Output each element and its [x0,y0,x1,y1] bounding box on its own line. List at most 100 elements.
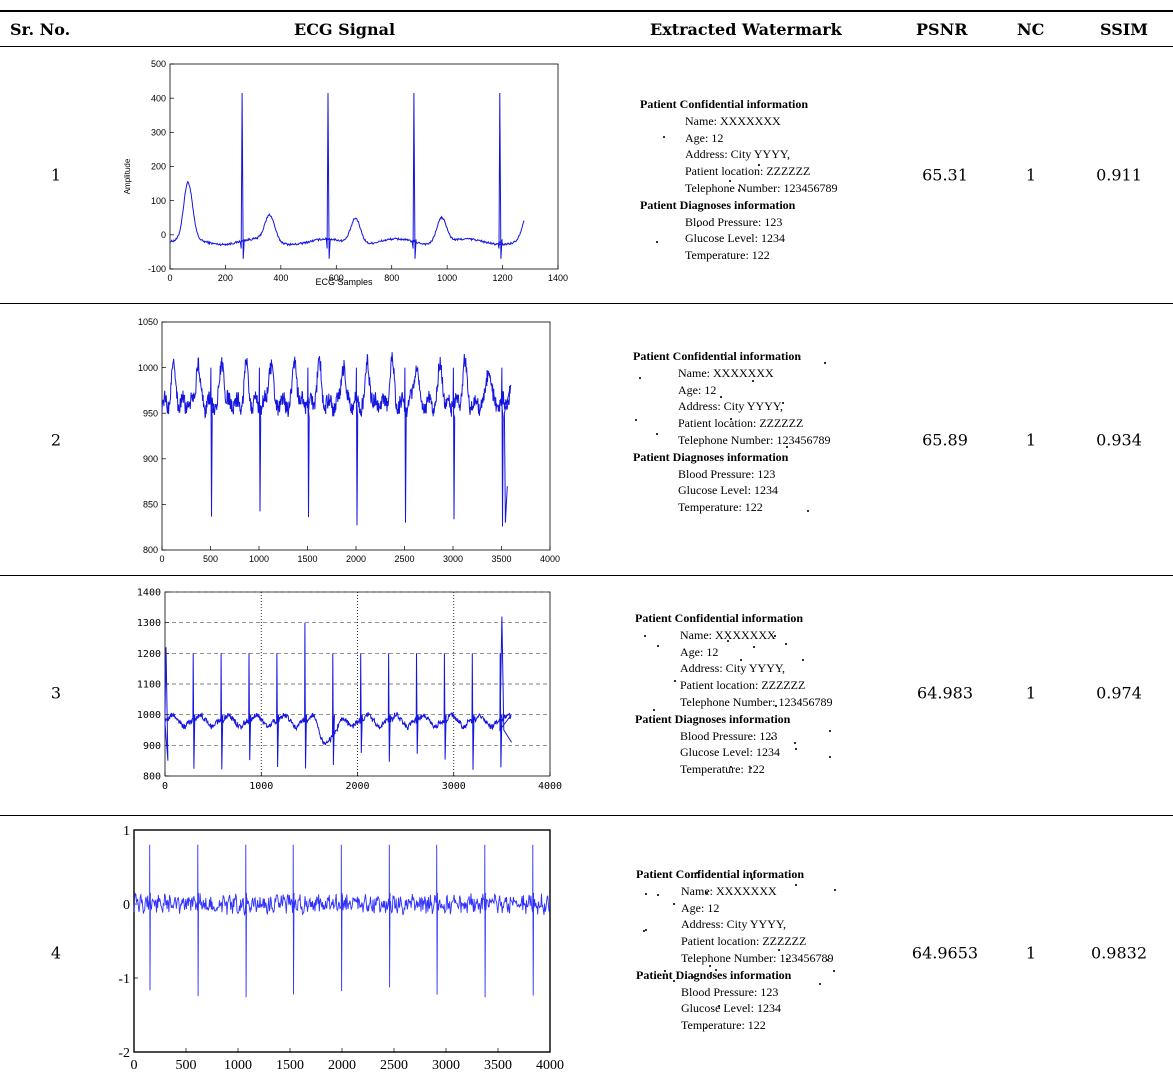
header-ecg-signal: ECG Signal [294,20,396,39]
watermark-noise-dot [706,892,708,894]
y-tick-label: 1000 [138,363,158,373]
psnr-cell: 65.31 [922,165,968,185]
watermark-line: Glucose Level: 1234 [678,483,778,498]
x-tick-label: 1500 [297,554,317,564]
watermark-noise-dot [643,930,645,932]
watermark-noise-dot [645,929,647,931]
ssim-cell: 0.934 [1096,430,1142,450]
extracted-watermark-4: Patient Confidential information Name: XX… [636,866,836,1034]
x-tick-label: 4000 [536,1058,564,1073]
watermark-noise-dot [657,645,659,647]
plot-frame [169,63,559,270]
x-axis-label: ECG Samples [315,277,373,287]
x-tick-label: 1000 [249,781,273,792]
ssim-cell: 0.974 [1096,683,1142,703]
row-divider [0,575,1173,576]
watermark-heading: Patient Diagnoses information [635,711,791,726]
x-tick-label: 1000 [224,1058,252,1073]
y-tick-label: -100 [148,264,166,274]
header-ssim: SSIM [1100,20,1148,39]
x-tick-label: 1500 [276,1058,304,1073]
watermark-line: Age: 12 [680,644,719,659]
watermark-noise-dot [664,970,666,972]
y-tick-label: 900 [143,741,161,752]
watermark-line: Patient location: ZZZZZZ [680,678,806,693]
x-tick-label: 400 [273,273,288,283]
x-tick-label: 2500 [394,554,414,564]
watermark-noise-dot [645,893,647,895]
watermark-heading: Patient Confidential information [636,867,804,881]
y-tick-label: -2 [118,1046,130,1061]
watermark-noise-dot [724,354,726,356]
watermark-noise-dot [782,402,784,404]
watermark-noise-dot [795,884,797,886]
y-axis-label: Amplitude [123,158,132,194]
nc-cell: 1 [1025,683,1037,703]
watermark-line: Temperature: 122 [678,500,763,515]
watermark-noise-dot [663,136,665,138]
watermark-noise-dot [802,659,804,661]
ecg-signal-line [133,844,551,998]
header-rule [0,46,1173,47]
x-tick-label: 0 [162,781,168,792]
watermark-line: Age: 12 [681,900,720,915]
watermark-line: Age: 12 [678,382,717,397]
watermark-noise-dot [833,970,835,972]
watermark-noise-dot [834,889,836,891]
ssim-cell: 0.911 [1096,165,1142,185]
x-tick-label: 800 [384,273,399,283]
watermark-noise-dot [644,635,646,637]
header-sr-no: Sr. No. [10,20,71,39]
watermark-noise-dot [752,380,754,382]
psnr-cell: 64.9653 [911,943,979,963]
watermark-line: Name: XXXXXXX [681,883,777,898]
nc-cell: 1 [1025,430,1037,450]
watermark-line: Blood Pressure: 123 [685,214,783,229]
ecg-signal-line [161,352,512,527]
nc-cell: 1 [1025,943,1037,963]
ecg-signal-line [164,616,512,770]
nc-cell: 1 [1025,165,1037,185]
watermark-noise-dot [705,1027,707,1029]
watermark-line: Patient location: ZZZZZZ [678,416,804,431]
watermark-noise-dot [639,377,641,379]
watermark-noise-dot [798,355,800,357]
watermark-noise-dot [673,980,675,982]
x-tick-label: 200 [218,273,233,283]
watermark-noise-dot [740,659,742,661]
watermark-noise-dot [718,1005,720,1007]
ecg-signal-line [169,92,525,259]
watermark-noise-dot [635,419,637,421]
x-tick-label: 500 [176,1058,197,1073]
watermark-noise-dot [657,894,659,896]
y-tick-label: 900 [143,454,158,464]
watermark-noise-dot [794,742,796,744]
ecg-plot-4: 0 500 1000 1500 2000 2500 3000 3500 4000 -2 -1 0 1 [118,824,564,1073]
watermark-line: Address: City YYYY, [685,147,791,162]
watermark-line: Address: City YYYY, [678,399,784,414]
row-divider [0,815,1173,816]
x-tick-label: 2500 [380,1058,408,1073]
watermark-heading: Patient Diagnoses information [640,197,796,212]
watermark-noise-dot [786,446,788,448]
ecg-plot-1: 0 200 400 600 800 1000 1200 1400-10001002003004… [123,59,568,287]
sr-no-cell: 2 [50,430,62,450]
watermark-line: Glucose Level: 1234 [685,231,785,246]
watermark-noise-dot [819,983,821,985]
header-psnr: PSNR [916,20,968,39]
watermark-line: Name: XXXXXXX [680,627,776,642]
sr-no-cell: 1 [50,165,62,185]
y-tick-label: 200 [151,162,166,172]
y-tick-label: 400 [151,93,166,103]
y-tick-label: 1400 [137,588,161,599]
x-tick-label: 0 [159,554,164,564]
watermark-line: Age: 12 [685,130,724,145]
x-tick-label: 3000 [432,1058,460,1073]
watermark-noise-dot [696,872,698,874]
watermark-noise-dot [758,164,760,166]
watermark-noise-dot [653,709,655,711]
watermark-line: Telephone Number: 123456789 [681,950,834,965]
watermark-noise-dot [729,180,731,182]
y-tick-label: 1000 [137,710,161,721]
watermark-noise-dot [775,705,777,707]
